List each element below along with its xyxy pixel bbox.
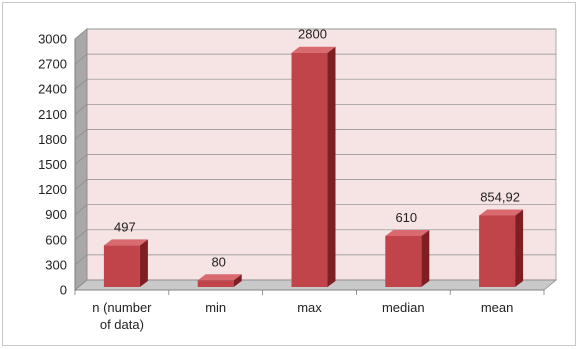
bar-side bbox=[139, 239, 148, 287]
gridline bbox=[74, 154, 556, 165]
y-tick-label: 1800 bbox=[38, 132, 67, 147]
category-label: median bbox=[382, 300, 425, 315]
bar bbox=[103, 245, 140, 287]
bar bbox=[479, 215, 516, 287]
bar bbox=[291, 52, 328, 287]
chart-frame: 0 300 600 900 1200 1500 1800 2100 2400 2700 3000 49… bbox=[2, 2, 576, 346]
data-label: 497 bbox=[114, 219, 136, 234]
bar bbox=[197, 280, 234, 287]
gridline bbox=[74, 53, 556, 65]
gridline bbox=[74, 229, 556, 241]
bar-chart: 0 300 600 900 1200 1500 1800 2100 2400 2700 3000 49… bbox=[38, 27, 558, 332]
gridline bbox=[74, 28, 556, 40]
data-label: 2800 bbox=[298, 27, 327, 42]
bar-side bbox=[233, 274, 242, 287]
bar bbox=[385, 235, 422, 287]
bar-top bbox=[103, 239, 148, 246]
data-label: 80 bbox=[211, 254, 225, 269]
y-tick-label: 0 bbox=[60, 283, 67, 298]
bar-top bbox=[197, 274, 242, 281]
y-tick-label: 2700 bbox=[38, 57, 67, 72]
data-label: 854,92 bbox=[480, 189, 520, 204]
gridline bbox=[74, 78, 556, 90]
gridline bbox=[74, 129, 556, 140]
y-tick-label: 2100 bbox=[38, 107, 67, 122]
y-tick-label: 1200 bbox=[38, 182, 67, 197]
category-label: of data) bbox=[100, 317, 144, 332]
y-tick-label: 2400 bbox=[38, 82, 67, 97]
bar-side bbox=[515, 209, 524, 287]
bar-side bbox=[421, 229, 430, 287]
y-tick-label: 900 bbox=[45, 207, 67, 222]
gridline bbox=[74, 179, 556, 190]
y-tick-label: 600 bbox=[45, 232, 67, 247]
y-tick-label: 300 bbox=[45, 257, 67, 272]
bar-top bbox=[291, 46, 336, 53]
bar-side bbox=[327, 46, 336, 287]
y-tick-label: 3000 bbox=[38, 32, 67, 47]
bar-top bbox=[479, 209, 524, 216]
category-label: min bbox=[205, 300, 226, 315]
category-label: max bbox=[297, 300, 322, 315]
bar-top bbox=[385, 229, 430, 236]
category-label: mean bbox=[481, 300, 514, 315]
gridline bbox=[74, 204, 556, 215]
y-tick-label: 1500 bbox=[38, 157, 67, 172]
gridline bbox=[74, 103, 556, 115]
category-label: n (number bbox=[92, 300, 152, 315]
data-label: 610 bbox=[395, 210, 417, 225]
